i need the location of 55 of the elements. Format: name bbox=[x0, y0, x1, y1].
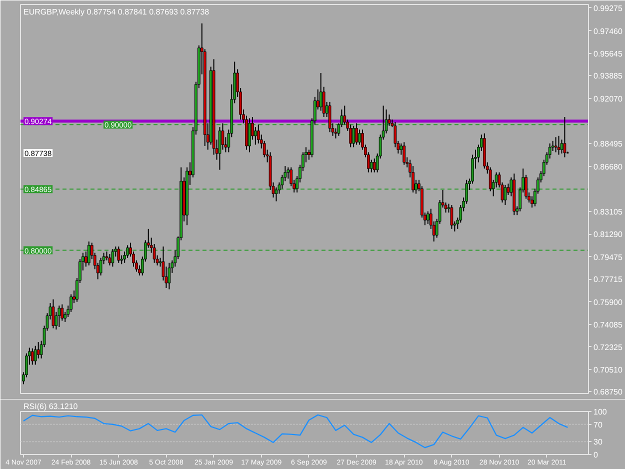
candlestick bbox=[355, 122, 358, 146]
candlestick bbox=[58, 305, 61, 328]
candlestick bbox=[99, 257, 102, 276]
y-tick-label: 0.83105 bbox=[594, 207, 623, 216]
candlestick bbox=[34, 345, 37, 366]
line-series bbox=[22, 414, 568, 448]
candlestick bbox=[30, 348, 34, 366]
candlestick bbox=[168, 262, 171, 290]
candlestick bbox=[319, 72, 322, 112]
candlestick bbox=[254, 126, 257, 146]
y-tick-label: 0.95645 bbox=[594, 50, 623, 59]
y-tick-label: 70 bbox=[594, 420, 603, 430]
candlestick bbox=[554, 136, 558, 153]
candlestick bbox=[557, 135, 560, 156]
candlestick bbox=[426, 210, 430, 224]
chart-title: RSI(6) 63.1210 bbox=[24, 402, 78, 411]
y-tick-label: 0.92070 bbox=[594, 94, 623, 104]
candlestick bbox=[334, 128, 338, 139]
candlestick bbox=[372, 158, 376, 173]
candlestick bbox=[117, 246, 120, 264]
y-tick-label: 0.97460 bbox=[594, 26, 623, 36]
candlestick bbox=[504, 184, 507, 206]
candlestick bbox=[560, 139, 564, 154]
candlestick bbox=[358, 129, 361, 146]
y-tick-label: 0.70510 bbox=[594, 366, 623, 375]
candlestick bbox=[218, 126, 222, 170]
y-tick-label: 0.79475 bbox=[594, 252, 623, 262]
candlestick bbox=[450, 204, 454, 230]
candlestick bbox=[563, 116, 566, 158]
y-tick-label: 0 bbox=[594, 450, 598, 460]
candlestick bbox=[328, 101, 332, 133]
y-tick-label: 0.81290 bbox=[594, 230, 623, 240]
chart-title: EURGBP,Weekly 0.87754 0.87841 0.87693 0.87738 bbox=[24, 8, 210, 16]
y-tick-label: 0.75900 bbox=[594, 298, 623, 307]
y-tick-label: 0.93885 bbox=[594, 72, 623, 81]
candlestick bbox=[274, 186, 278, 202]
candlestick bbox=[108, 254, 112, 266]
y-tick-label: 0.86680 bbox=[594, 162, 623, 172]
y-tick-label: 0.72325 bbox=[594, 342, 623, 352]
candlestick bbox=[352, 125, 356, 148]
y-tick-label: 0.77715 bbox=[594, 275, 623, 284]
candlestick bbox=[36, 342, 40, 359]
y-tick-label: 0.74085 bbox=[594, 320, 623, 330]
candlestick bbox=[52, 298, 55, 329]
candlestick bbox=[248, 118, 251, 153]
y-tick-label: 0.88495 bbox=[594, 139, 623, 148]
candlestick bbox=[111, 248, 114, 268]
candlestick bbox=[87, 240, 90, 266]
candlestick bbox=[488, 166, 492, 192]
candlestick bbox=[221, 122, 224, 150]
y-tick-label: 0.68750 bbox=[594, 388, 623, 397]
candlestick bbox=[402, 142, 406, 166]
y-tick-label: 100 bbox=[594, 408, 608, 416]
y-tick-label: 30 bbox=[594, 438, 603, 447]
y-tick-label: 0.99275 bbox=[594, 4, 623, 13]
